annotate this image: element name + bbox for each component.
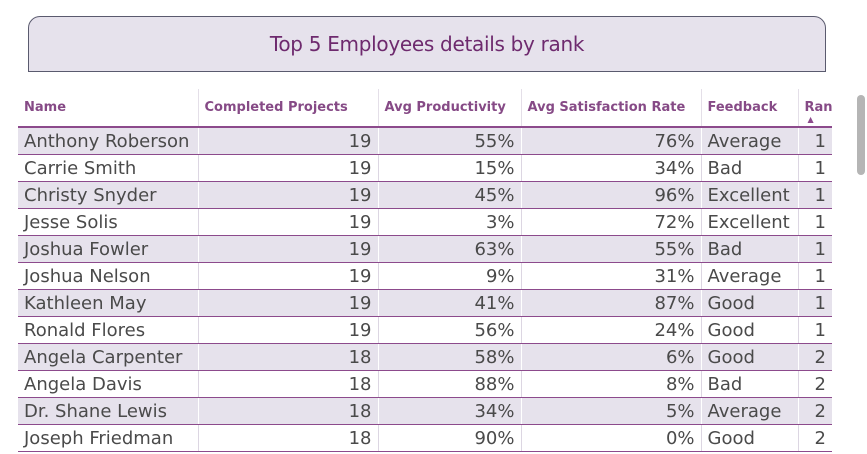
cell-avg-productivity: 15% bbox=[377, 154, 521, 182]
cell-completed-projects: 18 bbox=[197, 397, 378, 425]
cell-completed-projects: 19 bbox=[197, 127, 378, 155]
cell-completed-projects: 19 bbox=[197, 235, 378, 263]
table-row[interactable]: Angela Carpenter 18 58% 6% Good 2 bbox=[18, 343, 832, 371]
cell-avg-satisfaction-rate: 5% bbox=[520, 397, 701, 425]
employees-table-container: Name Completed Projects Avg Productivity… bbox=[18, 89, 832, 454]
vertical-scrollbar-thumb[interactable] bbox=[857, 95, 865, 175]
cell-feedback: Bad bbox=[700, 235, 798, 263]
table-title-box: Top 5 Employees details by rank bbox=[28, 16, 826, 72]
cell-avg-productivity: 88% bbox=[377, 370, 521, 398]
cell-avg-productivity: 9% bbox=[377, 262, 521, 290]
cell-completed-projects: 18 bbox=[197, 343, 378, 371]
cell-rank: 1 bbox=[797, 208, 832, 236]
cell-name: Joshua Fowler bbox=[18, 235, 198, 263]
cell-avg-satisfaction-rate: 55% bbox=[520, 235, 701, 263]
cell-name: Kathleen May bbox=[18, 289, 198, 317]
cell-avg-productivity: 58% bbox=[377, 343, 521, 371]
cell-feedback: Average bbox=[700, 127, 798, 155]
table-row[interactable]: Jesse Solis 19 3% 72% Excellent 1 bbox=[18, 208, 832, 236]
cell-name: Christy Snyder bbox=[18, 181, 198, 209]
cell-feedback: Excellent bbox=[700, 208, 798, 236]
column-header-rank-label: Rank bbox=[804, 100, 833, 115]
table-row[interactable]: Ronald Flores 19 56% 24% Good 1 bbox=[18, 316, 832, 344]
cell-feedback: Bad bbox=[700, 370, 798, 398]
cell-feedback: Good bbox=[700, 343, 798, 371]
table-row[interactable]: Anthony Roberson 19 55% 76% Average 1 bbox=[18, 127, 832, 155]
cell-rank: 2 bbox=[797, 370, 832, 398]
cell-feedback: Good bbox=[700, 316, 798, 344]
table-row[interactable]: Kathleen May 19 41% 87% Good 1 bbox=[18, 289, 832, 317]
cell-completed-projects: 19 bbox=[197, 154, 378, 182]
table-body: Anthony Roberson 19 55% 76% Average 1 Carrie S… bbox=[18, 127, 832, 452]
cell-feedback: Average bbox=[700, 262, 798, 290]
cell-rank: 1 bbox=[797, 235, 832, 263]
cell-avg-productivity: 45% bbox=[377, 181, 521, 209]
cell-feedback: Excellent bbox=[700, 181, 798, 209]
table-header-row: Name Completed Projects Avg Productivity… bbox=[18, 89, 833, 128]
cell-rank: 2 bbox=[797, 424, 832, 452]
cell-avg-satisfaction-rate: 87% bbox=[520, 289, 701, 317]
cell-avg-productivity: 55% bbox=[377, 127, 521, 155]
cell-avg-satisfaction-rate: 72% bbox=[520, 208, 701, 236]
table-row[interactable]: Angela Davis 18 88% 8% Bad 2 bbox=[18, 370, 832, 398]
cell-avg-satisfaction-rate: 8% bbox=[520, 370, 701, 398]
cell-avg-satisfaction-rate: 24% bbox=[520, 316, 701, 344]
cell-name: Carrie Smith bbox=[18, 154, 198, 182]
cell-completed-projects: 18 bbox=[197, 370, 378, 398]
cell-avg-satisfaction-rate: 76% bbox=[520, 127, 701, 155]
cell-avg-productivity: 63% bbox=[377, 235, 521, 263]
cell-name: Anthony Roberson bbox=[18, 127, 198, 155]
column-header-feedback[interactable]: Feedback bbox=[700, 89, 798, 128]
cell-avg-satisfaction-rate: 34% bbox=[520, 154, 701, 182]
cell-rank: 2 bbox=[797, 343, 832, 371]
cell-rank: 1 bbox=[797, 154, 832, 182]
column-header-avg-satisfaction-rate[interactable]: Avg Satisfaction Rate bbox=[520, 89, 701, 128]
cell-name: Angela Davis bbox=[18, 370, 198, 398]
cell-completed-projects: 18 bbox=[197, 424, 378, 452]
cell-avg-productivity: 3% bbox=[377, 208, 521, 236]
cell-avg-productivity: 41% bbox=[377, 289, 521, 317]
cell-feedback: Bad bbox=[700, 154, 798, 182]
table-row[interactable]: Joshua Nelson 19 9% 31% Average 1 bbox=[18, 262, 832, 290]
cell-avg-satisfaction-rate: 6% bbox=[520, 343, 701, 371]
cell-name: Ronald Flores bbox=[18, 316, 198, 344]
cell-rank: 1 bbox=[797, 289, 832, 317]
column-header-name[interactable]: Name bbox=[18, 89, 198, 128]
cell-feedback: Good bbox=[700, 424, 798, 452]
cell-avg-productivity: 56% bbox=[377, 316, 521, 344]
cell-completed-projects: 19 bbox=[197, 289, 378, 317]
cell-avg-satisfaction-rate: 0% bbox=[520, 424, 701, 452]
cell-rank: 2 bbox=[797, 397, 832, 425]
table-title: Top 5 Employees details by rank bbox=[269, 32, 585, 56]
table-row[interactable]: Carrie Smith 19 15% 34% Bad 1 bbox=[18, 154, 832, 182]
cell-rank: 1 bbox=[797, 127, 832, 155]
column-header-rank[interactable]: Rank ▲ bbox=[797, 89, 833, 128]
cell-name: Dr. Shane Lewis bbox=[18, 397, 198, 425]
cell-completed-projects: 19 bbox=[197, 208, 378, 236]
table-row[interactable]: Christy Snyder 19 45% 96% Excellent 1 bbox=[18, 181, 832, 209]
cell-completed-projects: 19 bbox=[197, 316, 378, 344]
cell-name: Angela Carpenter bbox=[18, 343, 198, 371]
column-header-completed-projects[interactable]: Completed Projects bbox=[197, 89, 378, 128]
cell-avg-productivity: 34% bbox=[377, 397, 521, 425]
cell-name: Jesse Solis bbox=[18, 208, 198, 236]
cell-avg-satisfaction-rate: 96% bbox=[520, 181, 701, 209]
column-header-avg-productivity[interactable]: Avg Productivity bbox=[377, 89, 521, 128]
cell-feedback: Average bbox=[700, 397, 798, 425]
cell-feedback: Good bbox=[700, 289, 798, 317]
cell-rank: 1 bbox=[797, 316, 832, 344]
table-row[interactable]: Joshua Fowler 19 63% 55% Bad 1 bbox=[18, 235, 832, 263]
cell-avg-satisfaction-rate: 31% bbox=[520, 262, 701, 290]
cell-rank: 1 bbox=[797, 262, 832, 290]
cell-name: Joshua Nelson bbox=[18, 262, 198, 290]
cell-name: Joseph Friedman bbox=[18, 424, 198, 452]
cell-rank: 1 bbox=[797, 181, 832, 209]
table-row[interactable]: Dr. Shane Lewis 18 34% 5% Average 2 bbox=[18, 397, 832, 425]
employees-table: Name Completed Projects Avg Productivity… bbox=[18, 89, 832, 452]
sort-ascending-icon: ▲ bbox=[807, 115, 814, 124]
cell-completed-projects: 19 bbox=[197, 181, 378, 209]
cell-avg-productivity: 90% bbox=[377, 424, 521, 452]
cell-completed-projects: 19 bbox=[197, 262, 378, 290]
table-row[interactable]: Joseph Friedman 18 90% 0% Good 2 bbox=[18, 424, 832, 452]
